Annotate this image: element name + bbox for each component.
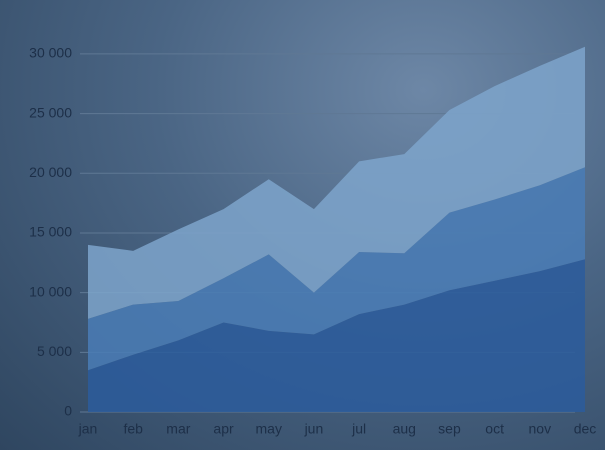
x-tick-label: oct (485, 421, 504, 437)
x-tick-label: sep (438, 421, 461, 437)
y-tick-label: 20 000 (29, 164, 72, 180)
y-tick-label: 15 000 (29, 224, 72, 240)
y-tick-label: 30 000 (29, 45, 72, 61)
area (88, 259, 585, 412)
x-tick-label: may (256, 421, 282, 437)
x-tick-label: jul (351, 421, 366, 437)
y-tick-label: 25 000 (29, 104, 72, 120)
x-tick-label: dec (574, 421, 597, 437)
x-tick-label: aug (393, 421, 416, 437)
area (88, 167, 585, 371)
x-tick-label: jan (78, 421, 98, 437)
area (88, 46, 585, 319)
x-tick-label: jun (304, 421, 324, 437)
y-tick-label: 0 (64, 403, 72, 419)
x-tick-label: nov (529, 421, 552, 437)
x-tick-label: apr (213, 421, 234, 437)
x-tick-label: mar (166, 421, 190, 437)
y-tick-label: 5 000 (37, 343, 72, 359)
y-tick-label: 10 000 (29, 283, 72, 299)
x-tick-label: feb (123, 421, 143, 437)
